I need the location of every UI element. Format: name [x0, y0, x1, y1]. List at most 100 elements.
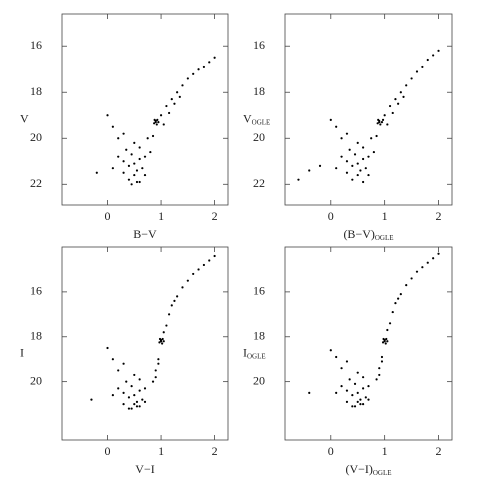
star-point [359, 169, 362, 172]
y-tick-label: 22 [253, 176, 265, 190]
star-point [213, 254, 216, 258]
star-point [362, 146, 365, 149]
star-point [308, 169, 311, 172]
star-point [432, 54, 435, 57]
star-point [111, 125, 114, 128]
star-point [340, 155, 343, 158]
x-tick-label: 0 [328, 209, 334, 223]
star-point [125, 380, 128, 383]
x-axis-label-text: B−V [133, 227, 157, 241]
star-point [340, 385, 343, 388]
star-point [329, 118, 332, 121]
star-point [170, 304, 173, 307]
y-axis-label-text: V [20, 111, 29, 125]
x-tick-label: 0 [105, 209, 111, 223]
star-point [335, 125, 338, 128]
star-point [130, 183, 133, 186]
star-point [353, 382, 357, 385]
star-point [122, 171, 125, 174]
star-point [345, 400, 349, 403]
y-tick-label: 18 [30, 329, 42, 343]
star-point [156, 118, 159, 121]
y-tick-label: 16 [253, 284, 265, 298]
star-point [372, 150, 375, 154]
star-point [356, 141, 359, 144]
star-point [421, 65, 424, 69]
star-point [380, 360, 384, 363]
star-point [391, 310, 394, 314]
star-point [127, 396, 131, 399]
star-point [157, 362, 160, 365]
star-point [165, 104, 168, 108]
star-point [383, 114, 386, 117]
star-point [380, 355, 384, 359]
star-point [117, 387, 120, 390]
star-point [345, 171, 349, 174]
star-point [138, 146, 141, 149]
star-point [122, 160, 125, 163]
star-point [362, 402, 365, 406]
star-point [356, 400, 359, 403]
x-axis-label: (V−I)OGLE [345, 462, 391, 477]
y-axis-label-sub: OGLE [252, 118, 271, 126]
star-point [394, 98, 397, 101]
star-point [111, 167, 114, 170]
star-point [135, 169, 139, 172]
y-axis-label-text: I [243, 345, 247, 359]
star-point [356, 391, 359, 394]
star-point [122, 391, 125, 394]
plot-frame [284, 13, 453, 206]
star-point [143, 155, 147, 158]
star-point [122, 362, 125, 365]
star-point [167, 313, 171, 316]
star-point [367, 173, 370, 177]
x-axis-label-text: V−I [135, 462, 154, 476]
plot-frame [284, 246, 453, 441]
x-axis-label: B−V [133, 227, 157, 241]
star-point [388, 322, 392, 325]
star-point [176, 91, 179, 94]
star-point [202, 263, 206, 267]
star-point [335, 355, 338, 359]
star-point [335, 167, 338, 170]
star-point [340, 137, 343, 140]
x-tick-label: 2 [436, 444, 442, 458]
star-point [165, 324, 168, 327]
star-point [380, 121, 384, 124]
star-point [421, 266, 424, 269]
star-point [356, 162, 359, 165]
star-point [146, 137, 149, 140]
star-point [143, 387, 147, 390]
star-point [202, 65, 206, 69]
star-point [345, 389, 349, 392]
star-point [367, 155, 370, 158]
star-point [351, 394, 354, 397]
x-axis-label-sub: OGLE [375, 234, 394, 242]
plot-frame [61, 246, 229, 441]
star-point [138, 405, 141, 408]
star-point [378, 119, 381, 123]
star-point [153, 122, 156, 125]
star-point [308, 391, 311, 394]
star-point [378, 367, 381, 370]
star-point [95, 171, 98, 174]
star-point [359, 398, 362, 401]
star-point [159, 114, 163, 117]
star-point [154, 119, 157, 123]
star-point [154, 369, 157, 372]
star-point [133, 402, 136, 406]
star-point [127, 164, 131, 167]
star-point [173, 102, 176, 105]
star-point [386, 340, 389, 343]
star-point [386, 328, 389, 332]
star-point [122, 402, 125, 406]
x-tick-label: 0 [105, 444, 111, 458]
star-point [345, 132, 349, 135]
star-point [135, 405, 139, 408]
star-point [362, 387, 365, 390]
star-point [381, 118, 385, 121]
star-point [356, 173, 359, 177]
star-point [362, 180, 365, 184]
